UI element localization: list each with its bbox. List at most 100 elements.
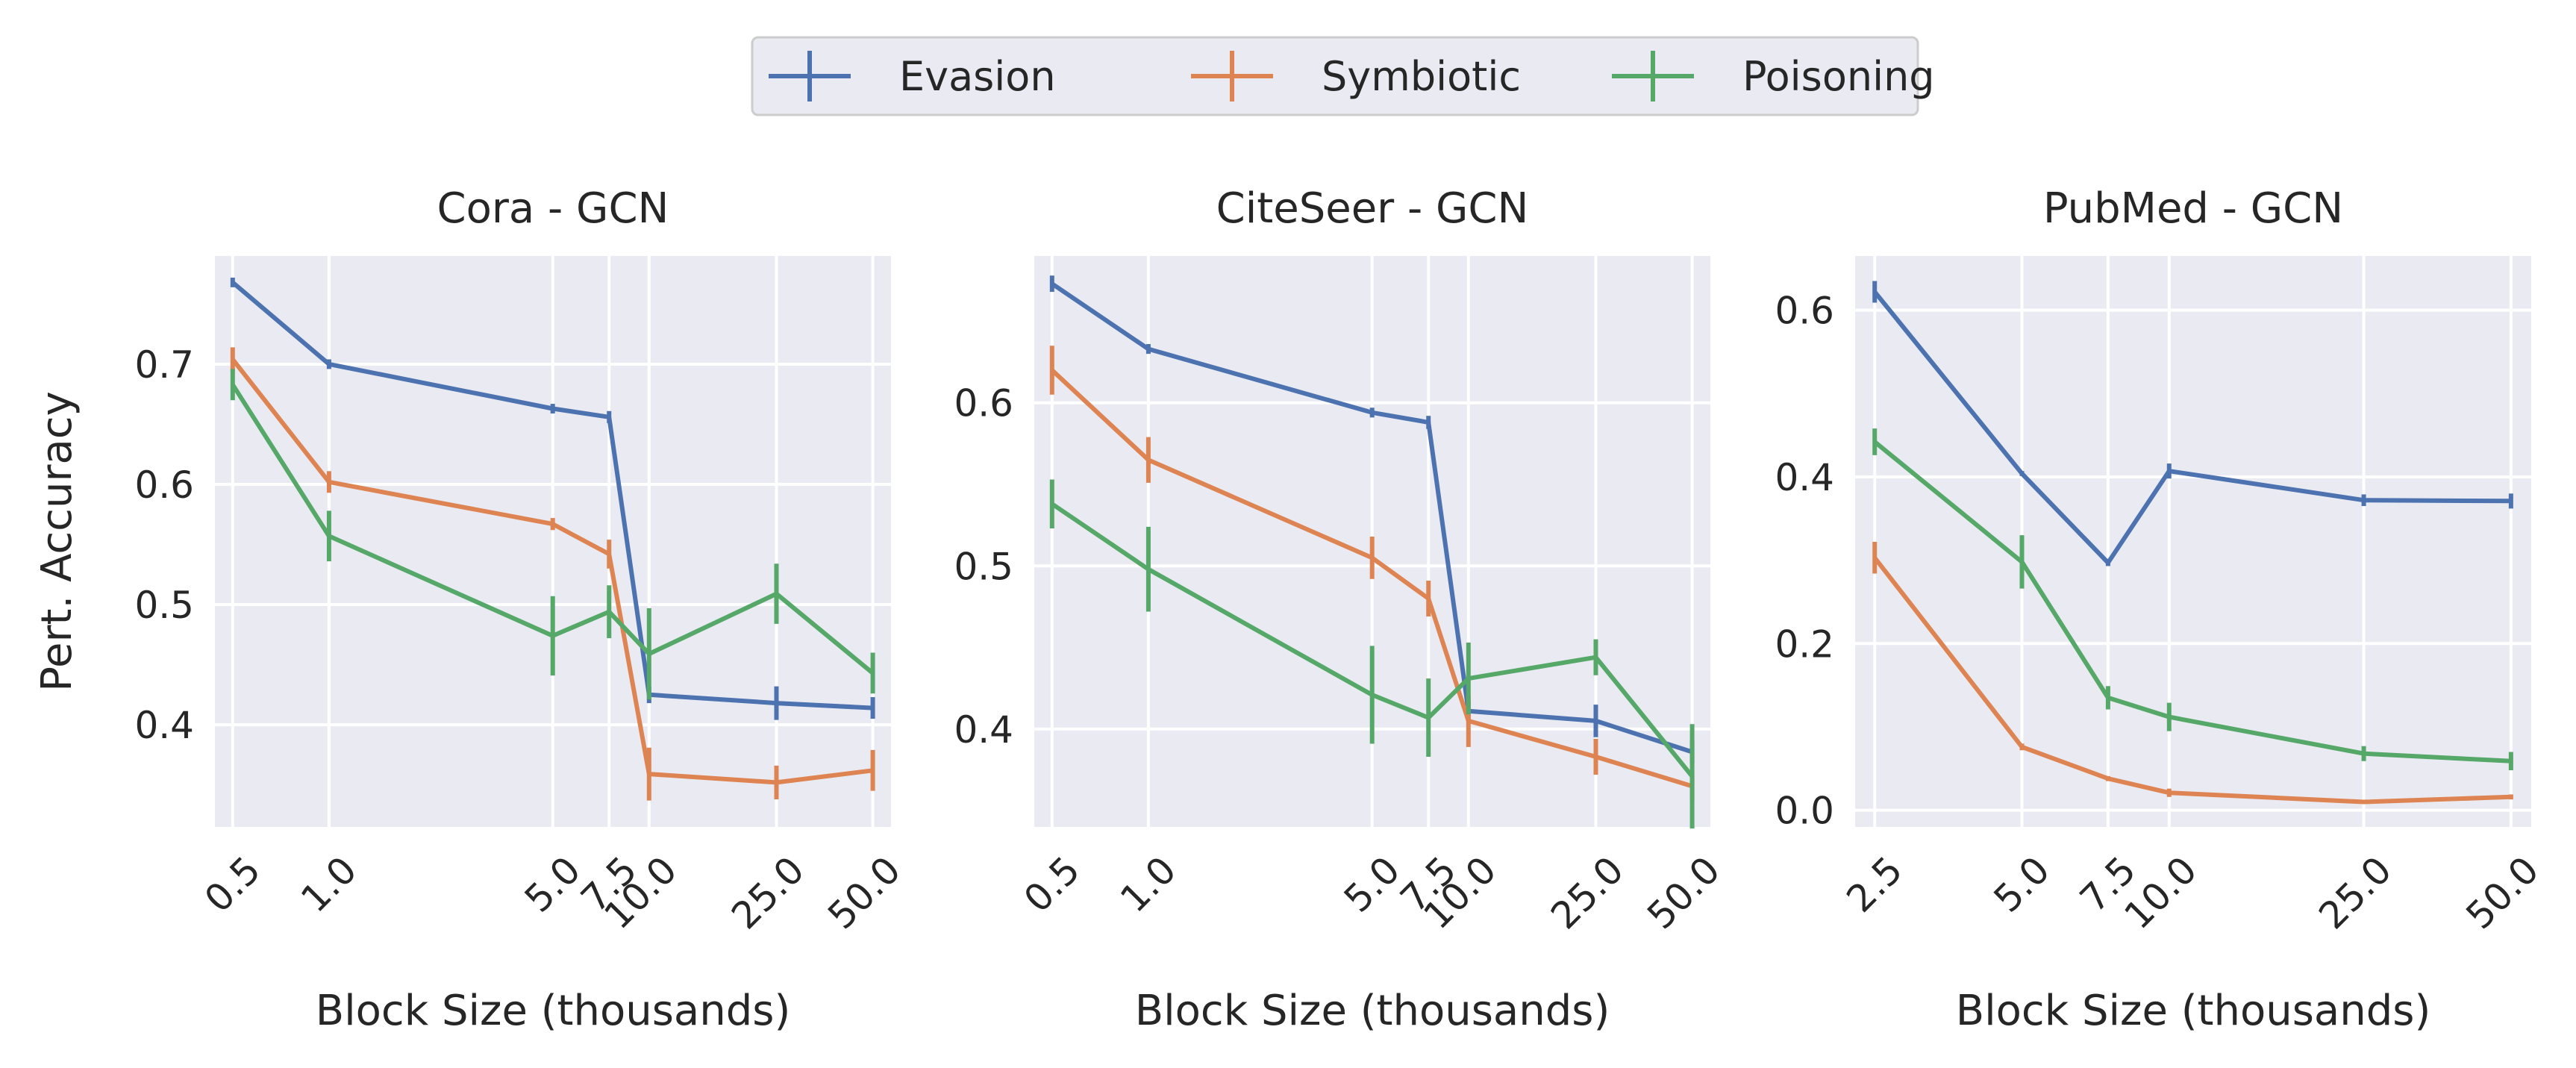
- plot-background: [1855, 256, 2531, 827]
- data-point: [2509, 499, 2513, 503]
- data-point: [2509, 759, 2513, 763]
- legend-label: Evasion: [899, 53, 1056, 100]
- data-point: [1050, 281, 1054, 286]
- data-point: [774, 592, 778, 596]
- series-symbiotic: [1049, 346, 1695, 802]
- chart-title: CiteSeer - GCN: [1216, 184, 1529, 233]
- data-point: [607, 610, 611, 614]
- data-point: [1593, 755, 1598, 759]
- y-tick-label: 0.7: [134, 343, 194, 387]
- data-point: [871, 768, 875, 772]
- chart-panel-2: 0.40.50.60.5 1.0 5.07.510.0 25.0 50.0CiteSee…: [954, 184, 1728, 1035]
- legend-label: Poisoning: [1742, 53, 1935, 100]
- series-line-poisoning: [1873, 440, 2512, 763]
- data-point: [551, 634, 555, 638]
- data-point: [2509, 795, 2513, 799]
- data-point: [1426, 420, 1431, 425]
- series-poisoning: [230, 369, 875, 700]
- x-tick-label: 1.0: [1112, 848, 1184, 920]
- data-point: [1426, 716, 1431, 720]
- data-point: [774, 701, 778, 705]
- data-point: [2362, 498, 2366, 502]
- data-point: [1146, 567, 1151, 572]
- data-point: [1593, 655, 1598, 660]
- data-point: [1050, 368, 1054, 372]
- data-point: [2106, 560, 2110, 565]
- legend-entry-symbiotic: Symbiotic: [1191, 51, 1521, 102]
- data-point: [871, 671, 875, 675]
- data-point: [2106, 776, 2110, 781]
- data-point: [327, 480, 331, 484]
- x-axis-label: Block Size (thousands): [316, 987, 791, 1035]
- data-point: [231, 280, 235, 284]
- data-point: [1872, 440, 1877, 444]
- x-tick-label: 50.0: [819, 848, 909, 937]
- data-point: [551, 407, 555, 411]
- data-point: [1466, 719, 1471, 723]
- y-axis-label: Pert. Accuracy: [33, 391, 81, 691]
- data-point: [2362, 799, 2366, 804]
- legend-entry-evasion: Evasion: [769, 51, 1056, 102]
- data-point: [2167, 790, 2172, 795]
- y-tick-label: 0.5: [134, 584, 194, 627]
- y-tick-label: 0.4: [1775, 456, 1834, 499]
- legend-label: Symbiotic: [1322, 53, 1521, 100]
- x-axis-label: Block Size (thousands): [1135, 987, 1610, 1035]
- data-point: [1146, 458, 1151, 462]
- y-tick-label: 0.2: [1775, 622, 1834, 666]
- x-tick-label: 1.0: [293, 848, 365, 920]
- legend-box: [751, 36, 1919, 116]
- data-point: [647, 772, 651, 776]
- data-point: [1146, 347, 1151, 352]
- data-point: [1370, 693, 1375, 697]
- data-point: [1426, 596, 1431, 601]
- data-point: [231, 382, 235, 387]
- x-tick-label: 5.0: [1986, 848, 2058, 920]
- data-point: [1466, 676, 1471, 681]
- data-point: [2106, 696, 2110, 700]
- chart-title: PubMed - GCN: [2043, 184, 2343, 233]
- x-tick-label: 0.5: [1016, 848, 1088, 920]
- data-point: [1370, 555, 1375, 560]
- chart-panel-1: 0.40.50.60.70.5 1.0 5.07.510.0 25.0 50.0Cora…: [33, 184, 909, 1035]
- data-point: [2020, 745, 2025, 749]
- x-tick-label: 50.0: [2458, 848, 2548, 937]
- x-tick-label: 25.0: [723, 848, 813, 937]
- series-symbiotic: [1872, 542, 2513, 805]
- y-tick-label: 0.4: [954, 708, 1013, 752]
- series-evasion: [230, 277, 875, 720]
- data-point: [1872, 555, 1877, 560]
- y-tick-label: 0.6: [1775, 290, 1834, 333]
- y-tick-label: 0.6: [134, 463, 194, 507]
- data-point: [607, 415, 611, 419]
- x-axis-label: Block Size (thousands): [1956, 987, 2431, 1035]
- x-tick-label: 2.5: [1838, 848, 1910, 920]
- data-point: [1050, 502, 1054, 506]
- data-point: [327, 362, 331, 366]
- y-tick-label: 0.6: [954, 382, 1013, 425]
- data-point: [607, 552, 611, 556]
- series-evasion: [1872, 281, 2513, 566]
- x-tick-label: 25.0: [2310, 848, 2400, 937]
- data-point: [1872, 290, 1877, 294]
- data-point: [551, 522, 555, 526]
- chart-panels: 0.40.50.60.70.5 1.0 5.07.510.0 25.0 50.0Cora…: [33, 184, 2547, 1035]
- data-point: [2020, 471, 2025, 475]
- data-point: [2167, 715, 2172, 719]
- data-point: [1370, 410, 1375, 415]
- data-point: [327, 534, 331, 538]
- data-point: [2020, 560, 2025, 564]
- data-point: [231, 357, 235, 362]
- y-tick-label: 0.5: [954, 545, 1013, 588]
- data-point: [2362, 752, 2366, 756]
- y-tick-label: 0.0: [1775, 790, 1834, 833]
- data-point: [1690, 774, 1695, 778]
- data-point: [2167, 469, 2172, 473]
- series-poisoning: [1049, 479, 1695, 829]
- series-line-symbiotic: [1872, 556, 2512, 805]
- data-point: [871, 706, 875, 711]
- x-tick-label: 0.5: [196, 848, 269, 920]
- series-poisoning: [1872, 428, 2513, 771]
- chart-title: Cora - GCN: [437, 184, 669, 233]
